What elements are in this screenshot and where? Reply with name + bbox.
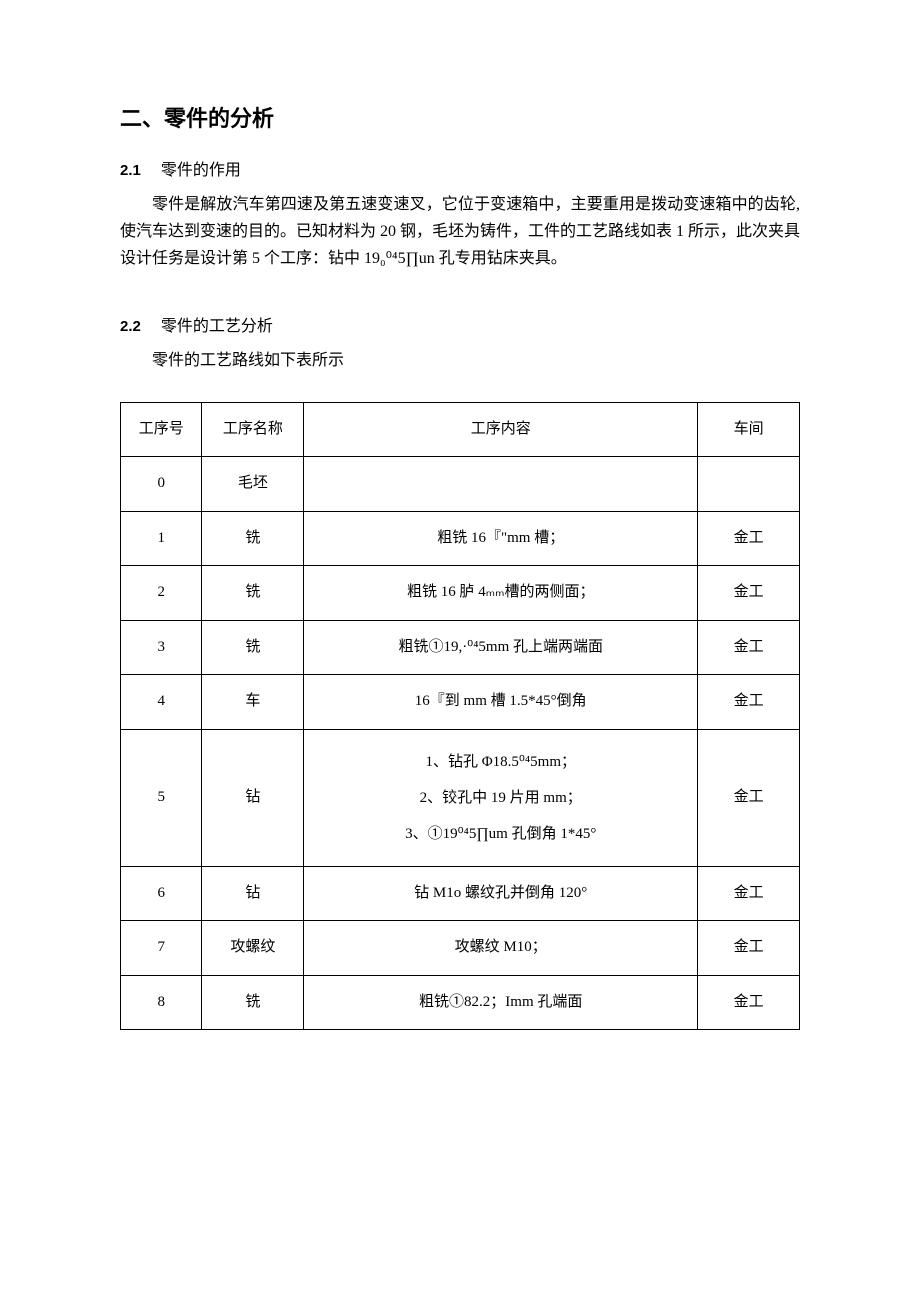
table-caption: 零件的工艺路线如下表所示 <box>152 347 800 374</box>
cell-process-content: 16『到 mm 槽 1.5*45°倒角 <box>304 675 698 730</box>
cell-process-name: 攻螺纹 <box>202 921 304 976</box>
table-row: 1铣粗铣 16『"mm 槽；金工 <box>121 511 800 566</box>
header-workshop: 车间 <box>698 402 800 457</box>
cell-process-content: 粗铣 16『"mm 槽； <box>304 511 698 566</box>
cell-process-name: 钻 <box>202 866 304 921</box>
cell-workshop: 金工 <box>698 566 800 621</box>
cell-workshop: 金工 <box>698 921 800 976</box>
process-table: 工序号 工序名称 工序内容 车间 0毛坯1铣粗铣 16『"mm 槽；金工2铣粗铣… <box>120 402 800 1031</box>
section-title: 二、零件的分析 <box>120 100 800 137</box>
cell-process-number: 0 <box>121 457 202 512</box>
header-process-name: 工序名称 <box>202 402 304 457</box>
header-process-content: 工序内容 <box>304 402 698 457</box>
table-row: 2铣粗铣 16 胪 4ₘₘ槽的两侧面；金工 <box>121 566 800 621</box>
cell-process-content: 粗铣①82.2；Imm 孔端面 <box>304 975 698 1030</box>
cell-process-number: 3 <box>121 620 202 675</box>
cell-process-content <box>304 457 698 512</box>
cell-process-name: 铣 <box>202 620 304 675</box>
cell-process-content: 粗铣①19,·⁰⁴5mm 孔上端两端面 <box>304 620 698 675</box>
paragraph-2-1: 零件是解放汽车第四速及第五速变速叉，它位于变速箱中，主要重用是拨动变速箱中的齿轮… <box>120 191 800 273</box>
table-row: 7攻螺纹攻螺纹 M10；金工 <box>121 921 800 976</box>
cell-process-number: 2 <box>121 566 202 621</box>
cell-process-number: 8 <box>121 975 202 1030</box>
table-row: 3铣粗铣①19,·⁰⁴5mm 孔上端两端面金工 <box>121 620 800 675</box>
table-row: 5钻1、钻孔 Φ18.5⁰⁴5mm；2、铰孔中 19 片用 mm；3、①19⁰⁴… <box>121 729 800 866</box>
cell-process-number: 4 <box>121 675 202 730</box>
table-row: 4车16『到 mm 槽 1.5*45°倒角金工 <box>121 675 800 730</box>
cell-workshop: 金工 <box>698 729 800 866</box>
header-process-number: 工序号 <box>121 402 202 457</box>
cell-process-content: 钻 M1o 螺纹孔并倒角 120° <box>304 866 698 921</box>
subsection-title: 零件的工艺分析 <box>161 318 273 335</box>
cell-workshop <box>698 457 800 512</box>
cell-process-name: 毛坯 <box>202 457 304 512</box>
cell-process-number: 5 <box>121 729 202 866</box>
cell-process-name: 铣 <box>202 975 304 1030</box>
table-row: 6钻钻 M1o 螺纹孔并倒角 120°金工 <box>121 866 800 921</box>
cell-process-name: 铣 <box>202 566 304 621</box>
cell-process-number: 6 <box>121 866 202 921</box>
cell-process-content: 粗铣 16 胪 4ₘₘ槽的两侧面； <box>304 566 698 621</box>
subsection-number: 2.2 <box>120 318 141 335</box>
cell-workshop: 金工 <box>698 866 800 921</box>
cell-process-name: 钻 <box>202 729 304 866</box>
document-page: 二、零件的分析 2.1 零件的作用 零件是解放汽车第四速及第五速变速叉，它位于变… <box>0 0 920 1301</box>
table-row: 0毛坯 <box>121 457 800 512</box>
cell-process-content: 1、钻孔 Φ18.5⁰⁴5mm；2、铰孔中 19 片用 mm；3、①19⁰⁴5∏… <box>304 729 698 866</box>
cell-workshop: 金工 <box>698 975 800 1030</box>
cell-workshop: 金工 <box>698 620 800 675</box>
subsection-2-1-heading: 2.1 零件的作用 <box>120 157 800 184</box>
subsection-number: 2.1 <box>120 162 141 179</box>
cell-process-number: 7 <box>121 921 202 976</box>
cell-workshop: 金工 <box>698 675 800 730</box>
cell-process-number: 1 <box>121 511 202 566</box>
table-header-row: 工序号 工序名称 工序内容 车间 <box>121 402 800 457</box>
cell-workshop: 金工 <box>698 511 800 566</box>
cell-process-name: 车 <box>202 675 304 730</box>
cell-process-name: 铣 <box>202 511 304 566</box>
subsection-title: 零件的作用 <box>161 162 241 179</box>
cell-process-content: 攻螺纹 M10； <box>304 921 698 976</box>
table-row: 8铣粗铣①82.2；Imm 孔端面金工 <box>121 975 800 1030</box>
subsection-2-2-heading: 2.2 零件的工艺分析 <box>120 313 800 340</box>
